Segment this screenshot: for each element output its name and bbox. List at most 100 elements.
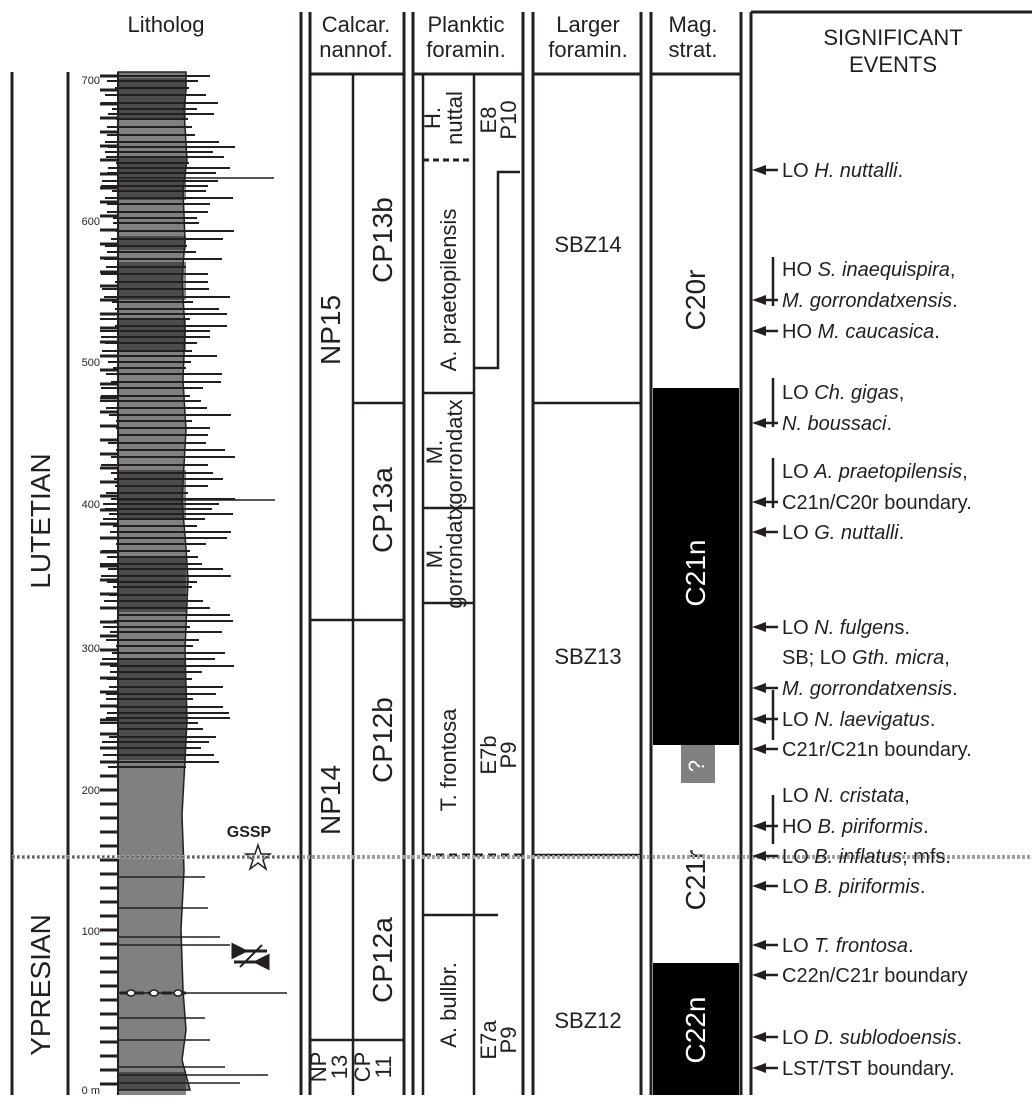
- event-text-it: N. fulgen: [814, 617, 894, 639]
- event-text-it: Gth. micra: [852, 647, 944, 669]
- litholog-dark-band: [118, 318, 186, 350]
- zone-cp13a: CP13a: [367, 467, 398, 553]
- event-item: LO T. frontosa.: [782, 935, 914, 957]
- event-item: N. boussaci.: [782, 413, 892, 435]
- event-text-it: Ch. gigas: [814, 382, 899, 404]
- header-events: EVENTS: [849, 52, 937, 77]
- chron-c20r: C20r: [680, 270, 711, 331]
- litholog-dark-band: [118, 158, 186, 200]
- zone-p9-a: P9: [496, 742, 521, 769]
- tick-500: 500: [82, 357, 100, 369]
- zone-np13-a: NP: [306, 1052, 331, 1083]
- zone-e7b: E7b: [476, 735, 501, 774]
- chron-c22n-black: [653, 963, 739, 1095]
- event-text-pre: C22n/C21r boundary: [782, 965, 968, 987]
- tick-0: 0 m: [82, 1085, 100, 1097]
- event-text-pre: LO: [782, 382, 814, 404]
- event-text-it: N. laevigatus: [814, 709, 930, 731]
- column-frame: [10, 10, 1032, 1095]
- event-text-it: M. gorrondatxensis: [782, 678, 952, 700]
- event-text-post: .: [952, 290, 958, 312]
- zone-e8: E8: [476, 107, 501, 134]
- event-text-post: ,: [904, 785, 910, 807]
- event-item: LO D. sublodoensis.: [782, 1027, 962, 1049]
- chron-c21n: C21n: [680, 540, 711, 607]
- event-arrow-icon: [752, 851, 778, 861]
- zone-sbz12: SBZ12: [554, 1008, 621, 1033]
- zone-cp13b: CP13b: [367, 197, 398, 283]
- header-mag-2: strat.: [669, 37, 718, 62]
- zone-cp11-b: 11: [371, 1056, 396, 1079]
- event-item: M. gorrondatxensis.: [782, 678, 958, 700]
- zone-cp12a: CP12a: [367, 917, 398, 1003]
- event-text-pre: LO: [782, 461, 814, 483]
- header-significant: SIGNIFICANT: [823, 25, 962, 50]
- event-arrow-icon: [752, 295, 778, 305]
- tick-700: 700: [82, 75, 100, 87]
- event-item: LO N. laevigatus.: [782, 709, 935, 731]
- tick-300: 300: [82, 643, 100, 655]
- event-arrow-icon: [752, 970, 778, 980]
- tick-200: 200: [82, 785, 100, 797]
- header-larger-1: Larger: [556, 12, 620, 37]
- event-item: LO N. cristata,: [782, 785, 910, 807]
- event-arrow-icon: [752, 418, 778, 428]
- event-item: LO Ch. gigas,: [782, 382, 904, 404]
- header-litholog: Litholog: [127, 12, 204, 37]
- litholog-dark-band: [118, 660, 186, 760]
- litholog-column: [100, 71, 287, 1095]
- chron-uncertain-grey: [681, 745, 715, 783]
- event-text-post: .: [934, 321, 940, 343]
- event-item: LO H. nuttalli.: [782, 160, 903, 182]
- zone-cp11-a: CP: [350, 1052, 375, 1083]
- event-text-pre: HO: [782, 816, 818, 838]
- scale-ticks: [100, 74, 118, 1086]
- nanno-lines: [310, 74, 404, 1095]
- fault-icon: [231, 942, 270, 971]
- event-text-post: .: [898, 160, 904, 182]
- zone-np15: NP15: [315, 295, 346, 365]
- chron-c22n: C22n: [680, 997, 711, 1064]
- event-text-post: .: [899, 522, 905, 544]
- litholog-dark-band: [118, 556, 186, 612]
- event-item: C22n/C21r boundary: [782, 965, 968, 987]
- tick-400: 400: [82, 499, 100, 511]
- event-text-pre: HO: [782, 321, 818, 343]
- event-item: LO G. nuttalli.: [782, 522, 904, 544]
- zone-mgor-3: M.: [422, 544, 447, 568]
- event-text-it: A. praetopilensis: [813, 461, 962, 483]
- zone-mgor-1: M.: [422, 440, 447, 464]
- event-arrow-icon: [752, 326, 778, 336]
- header-planktic-2: foramin.: [426, 37, 505, 62]
- planktic-lines: [421, 74, 520, 1095]
- event-arrows: [752, 165, 778, 1073]
- event-text-it: S. inaequispira: [818, 259, 950, 281]
- zone-praetopilensis: A. praetopilensis: [436, 209, 461, 372]
- event-text-post: ,: [899, 382, 905, 404]
- event-text-it: G. nuttalli: [814, 522, 899, 544]
- event-text-it: B. piriformis: [814, 876, 920, 898]
- event-text-post: ; mfs.: [902, 846, 951, 868]
- event-text-pre: LST/TST boundary.: [782, 1058, 955, 1080]
- event-item: LO A. praetopilensis,: [782, 461, 968, 483]
- litholog-beds: [100, 75, 287, 1084]
- event-text-pre: LO: [782, 160, 814, 182]
- zone-h-2: nuttal: [442, 91, 467, 145]
- event-arrow-icon: [752, 497, 778, 507]
- tick-100: 100: [82, 926, 100, 938]
- zone-bullbr: A. bullbr.: [436, 962, 461, 1048]
- chron-c21r: C21r: [680, 850, 711, 911]
- event-text-post: s.: [894, 617, 910, 639]
- event-item: C21n/C20r boundary.: [782, 492, 972, 514]
- zone-frontosa: T. frontosa: [436, 708, 461, 811]
- event-text-it: B. piriformis: [818, 816, 924, 838]
- event-text-it: M. caucasica: [818, 321, 935, 343]
- event-text-pre: LO: [782, 846, 814, 868]
- event-text-pre: LO: [782, 785, 814, 807]
- event-text-post: .: [957, 1027, 963, 1049]
- event-text-it: M. gorrondatxensis: [782, 290, 952, 312]
- event-item: LO B. piriformis.: [782, 876, 925, 898]
- litholog-dark-band: [118, 470, 186, 520]
- event-text-post: .: [952, 678, 958, 700]
- event-item: SB; LO Gth. micra,: [782, 647, 950, 669]
